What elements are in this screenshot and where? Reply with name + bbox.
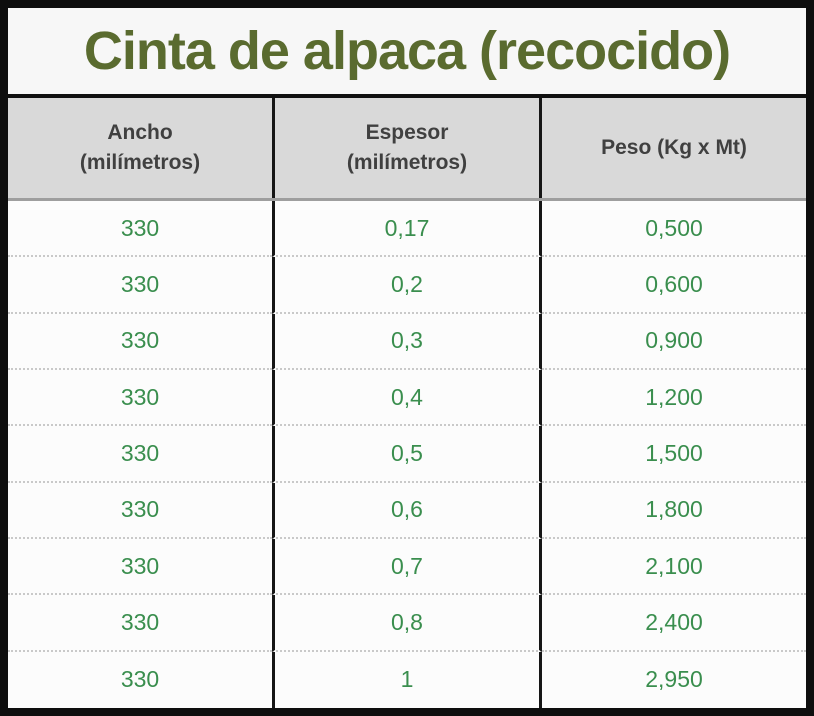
table-header-row: Ancho (milímetros) Espesor (milímetros) … bbox=[8, 98, 806, 201]
cell-ancho: 330 bbox=[8, 257, 272, 314]
cell-espesor: 0,7 bbox=[272, 538, 542, 596]
table-row: 330 0,6 1,800 bbox=[8, 482, 806, 539]
cell-espesor: 0,8 bbox=[272, 595, 542, 652]
cell-espesor: 0,4 bbox=[272, 369, 542, 427]
cell-peso: 1,200 bbox=[542, 369, 806, 427]
table-row: 330 0,8 2,400 bbox=[8, 595, 806, 652]
cell-peso: 1,800 bbox=[542, 482, 806, 539]
cell-peso: 0,900 bbox=[542, 313, 806, 370]
table-row: 330 0,17 0,500 bbox=[8, 201, 806, 258]
spec-table: Ancho (milímetros) Espesor (milímetros) … bbox=[8, 98, 806, 708]
title-band: Cinta de alpaca (recocido) bbox=[8, 8, 806, 98]
cell-peso: 2,950 bbox=[542, 651, 806, 708]
cell-ancho: 330 bbox=[8, 313, 272, 370]
cell-ancho: 330 bbox=[8, 369, 272, 427]
table-row: 330 0,3 0,900 bbox=[8, 313, 806, 370]
cell-ancho: 330 bbox=[8, 538, 272, 596]
cell-espesor: 1 bbox=[272, 651, 542, 708]
cell-espesor: 0,17 bbox=[272, 201, 542, 258]
column-header-espesor: Espesor (milímetros) bbox=[272, 98, 542, 198]
table-row: 330 0,2 0,600 bbox=[8, 257, 806, 314]
cell-peso: 2,100 bbox=[542, 538, 806, 596]
cell-peso: 2,400 bbox=[542, 595, 806, 652]
table-row: 330 1 2,950 bbox=[8, 651, 806, 708]
table-body: 330 0,17 0,500 330 0,2 0,600 330 0,3 0,9… bbox=[8, 201, 806, 708]
cell-espesor: 0,3 bbox=[272, 313, 542, 370]
cell-ancho: 330 bbox=[8, 651, 272, 708]
cell-ancho: 330 bbox=[8, 595, 272, 652]
column-header-ancho: Ancho (milímetros) bbox=[8, 98, 272, 198]
table-row: 330 0,4 1,200 bbox=[8, 369, 806, 427]
cell-ancho: 330 bbox=[8, 482, 272, 539]
cell-espesor: 0,2 bbox=[272, 257, 542, 314]
cell-ancho: 330 bbox=[8, 201, 272, 258]
cell-espesor: 0,6 bbox=[272, 482, 542, 539]
page-title: Cinta de alpaca (recocido) bbox=[83, 21, 731, 81]
cell-espesor: 0,5 bbox=[272, 426, 542, 483]
cell-peso: 1,500 bbox=[542, 426, 806, 483]
cell-ancho: 330 bbox=[8, 426, 272, 483]
cell-peso: 0,600 bbox=[542, 257, 806, 314]
column-header-peso: Peso (Kg x Mt) bbox=[542, 98, 806, 198]
table-row: 330 0,7 2,100 bbox=[8, 538, 806, 596]
cell-peso: 0,500 bbox=[542, 201, 806, 258]
table-row: 330 0,5 1,500 bbox=[8, 426, 806, 483]
